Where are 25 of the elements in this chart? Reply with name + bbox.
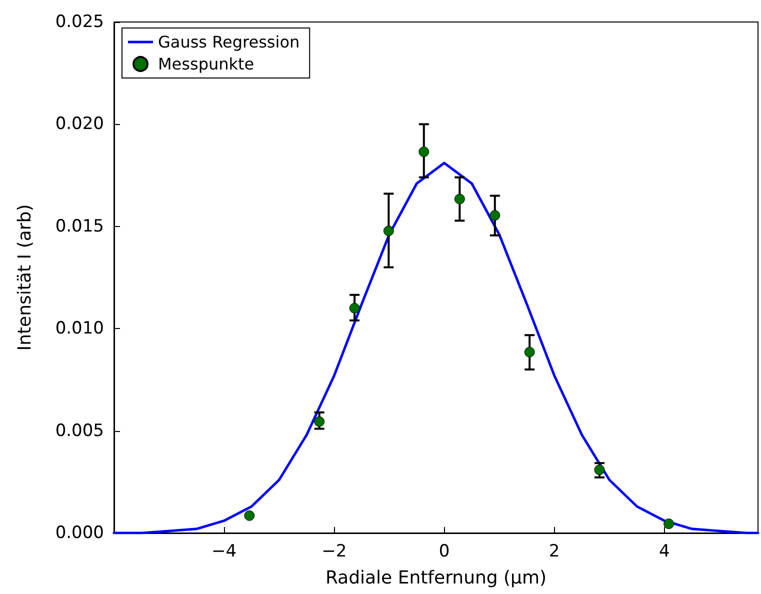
x-axis-title: Radiale Entfernung (μm) (325, 568, 547, 588)
x-tick-label: −2 (322, 542, 347, 562)
point (454, 194, 465, 204)
point (314, 416, 325, 427)
y-axis-title: Intensität I (arb) (14, 204, 36, 351)
point (349, 302, 360, 314)
point (524, 346, 535, 358)
y-tick-label: 0.025 (55, 12, 104, 32)
point (383, 226, 394, 236)
x-tick-label: 2 (548, 542, 560, 562)
legend-label: Messpunkte (158, 54, 254, 74)
y-tick-label: 0.020 (55, 114, 104, 134)
x-tick-label: 4 (659, 542, 670, 562)
point (664, 518, 674, 530)
x-tick-label: 0 (438, 542, 450, 562)
y-tick-label: 0.000 (55, 523, 104, 543)
point (594, 464, 605, 476)
legend-label: Gauss Regression (158, 32, 300, 52)
point (490, 210, 500, 221)
x-tick-label: −4 (212, 542, 237, 562)
point (244, 510, 255, 521)
y-tick-label: 0.015 (55, 216, 104, 236)
point (418, 146, 430, 158)
y-tick-label: 0.005 (55, 420, 104, 441)
y-tick-label: 0.010 (55, 318, 104, 339)
